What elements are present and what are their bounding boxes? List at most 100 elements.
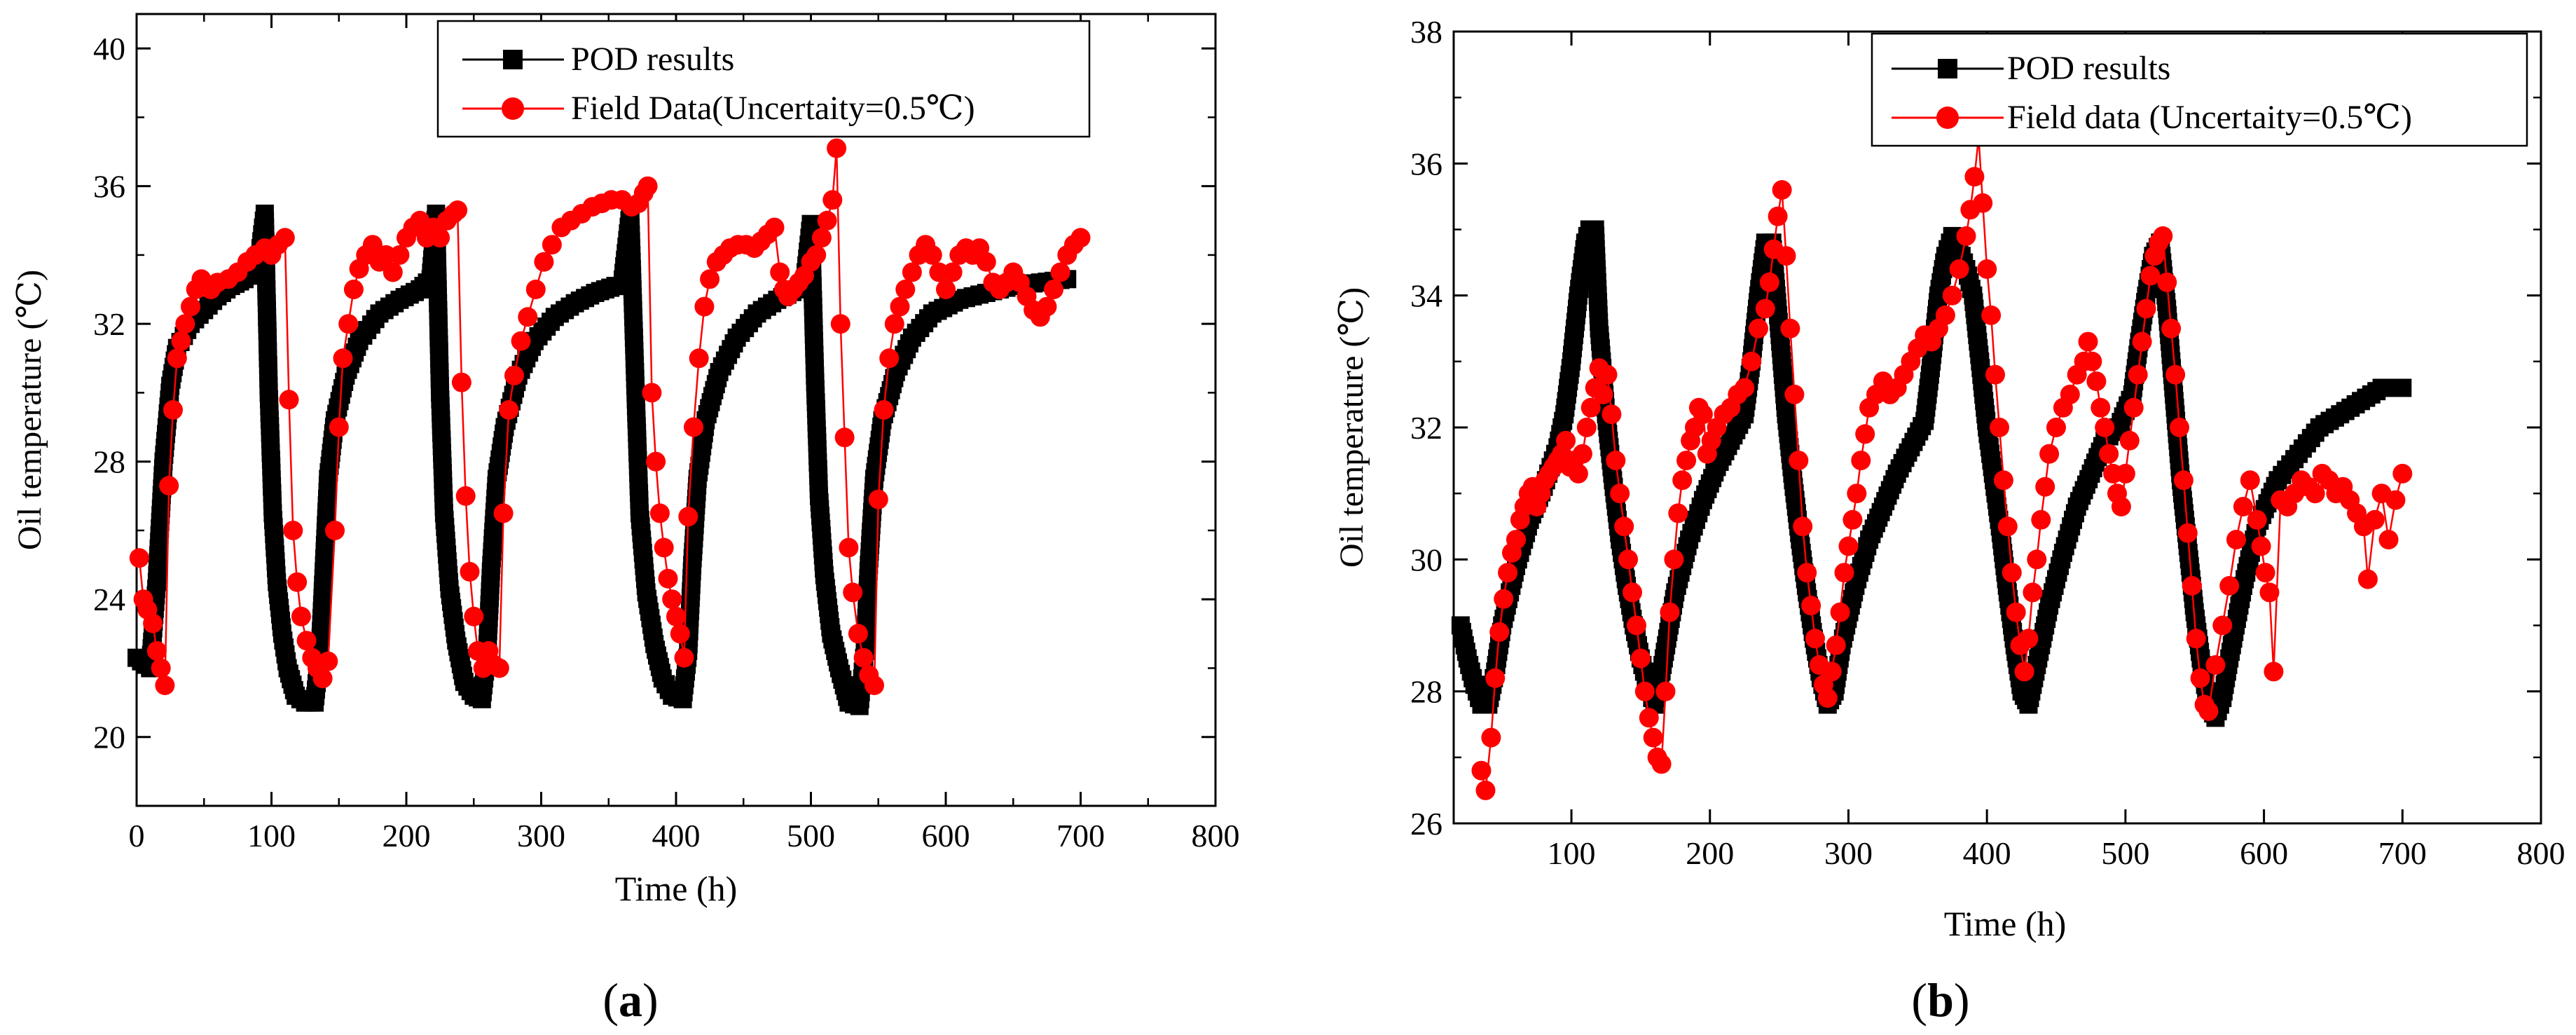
y-tick-label: 36: [1410, 146, 1442, 181]
legend: POD results Field data (Uncertaity=0.5℃): [1871, 32, 2528, 147]
field-point: [1693, 404, 1713, 425]
panel-label-open: (: [602, 973, 619, 1027]
field-point: [1037, 296, 1057, 317]
field-point: [1639, 708, 1659, 728]
field-point: [171, 331, 191, 351]
field-point: [2132, 331, 2152, 352]
y-tick-label: 24: [93, 582, 125, 617]
field-point: [2177, 523, 2198, 543]
legend-box: [436, 20, 1091, 138]
field-point: [1668, 503, 1688, 523]
field-point: [670, 624, 690, 644]
field-point: [143, 613, 163, 633]
field-point: [2233, 497, 2253, 516]
field-point: [1997, 516, 2018, 537]
field-point: [936, 280, 956, 299]
field-point: [318, 651, 338, 671]
field-data-series: [1471, 127, 2413, 800]
x-tick-label: 800: [1192, 818, 1240, 854]
field-point: [2046, 418, 2066, 437]
x-axis-label: Time (h): [1944, 904, 2067, 943]
field-point: [1485, 668, 1506, 688]
field-point: [1614, 516, 1634, 537]
field-point: [666, 606, 686, 626]
field-point: [1793, 516, 1813, 537]
field-point: [2035, 477, 2055, 497]
field-data-series: [129, 138, 1091, 695]
field-point: [362, 235, 383, 255]
field-point: [1942, 285, 1962, 306]
legend-field-label: Field Data(Uncertaity=0.5℃): [571, 90, 975, 127]
field-point: [827, 138, 847, 158]
field-point: [700, 269, 720, 289]
y-tick-label: 30: [1410, 542, 1442, 577]
field-point: [499, 400, 519, 420]
y-tick-label: 28: [1410, 674, 1442, 710]
panel-label-close: ): [1954, 973, 1970, 1027]
field-point: [2039, 444, 2060, 464]
field-point: [1651, 754, 1672, 774]
field-point: [2014, 662, 2034, 682]
field-point: [1805, 629, 1825, 649]
field-point: [1780, 318, 1800, 338]
field-point: [1973, 193, 1993, 213]
field-point: [1956, 226, 1976, 246]
field-point: [338, 314, 359, 334]
field-point: [2095, 418, 2115, 437]
x-tick-label: 300: [1824, 835, 1873, 871]
field-point: [2002, 563, 2022, 583]
field-point: [879, 348, 900, 369]
x-tick-label: 400: [652, 818, 701, 854]
field-point: [1676, 451, 1697, 471]
y-axis-label: Oil temperature (℃): [11, 270, 48, 550]
field-point: [1050, 262, 1070, 282]
field-point: [976, 252, 996, 272]
field-point: [181, 296, 200, 317]
field-point: [646, 451, 666, 472]
x-tick-label: 200: [1686, 835, 1734, 871]
x-axis-label: Time (h): [615, 869, 738, 908]
field-point: [325, 521, 345, 540]
field-point: [2128, 364, 2148, 385]
field-point: [2060, 384, 2080, 404]
pod-results-series: [128, 205, 1077, 715]
field-point: [464, 606, 484, 626]
field-point: [534, 252, 554, 272]
field-point: [1556, 430, 1576, 451]
field-point: [1044, 280, 1063, 299]
field-point: [2364, 509, 2385, 530]
field-point: [2111, 497, 2131, 516]
field-point: [1627, 615, 1646, 636]
field-point: [542, 235, 562, 255]
field-point: [1789, 451, 1809, 471]
field-point: [1602, 404, 1622, 425]
field-point: [1826, 635, 1846, 655]
field-point: [2212, 615, 2233, 636]
field-point: [1634, 681, 1655, 701]
field-point: [2031, 509, 2051, 530]
field-point: [1606, 451, 1626, 471]
field-point: [922, 245, 942, 265]
field-point: [865, 676, 884, 695]
field-point: [1593, 384, 1613, 404]
field-point: [884, 314, 904, 334]
field-point: [1576, 418, 1597, 437]
x-tick-label: 600: [922, 818, 970, 854]
field-point: [291, 606, 311, 626]
field-point: [376, 245, 397, 265]
field-point: [2385, 490, 2406, 510]
field-point: [283, 521, 303, 540]
field-point: [843, 582, 863, 603]
field-point: [2161, 318, 2182, 338]
field-point: [2140, 266, 2161, 286]
field-point: [649, 503, 670, 523]
field-point: [2219, 576, 2240, 596]
field-point: [662, 589, 682, 610]
y-tick-label: 26: [1410, 806, 1442, 842]
field-point: [1855, 424, 1875, 444]
field-point: [1623, 582, 1642, 603]
field-point: [2018, 629, 2039, 649]
field-point: [383, 262, 403, 282]
x-tick-label: 700: [1056, 818, 1105, 854]
